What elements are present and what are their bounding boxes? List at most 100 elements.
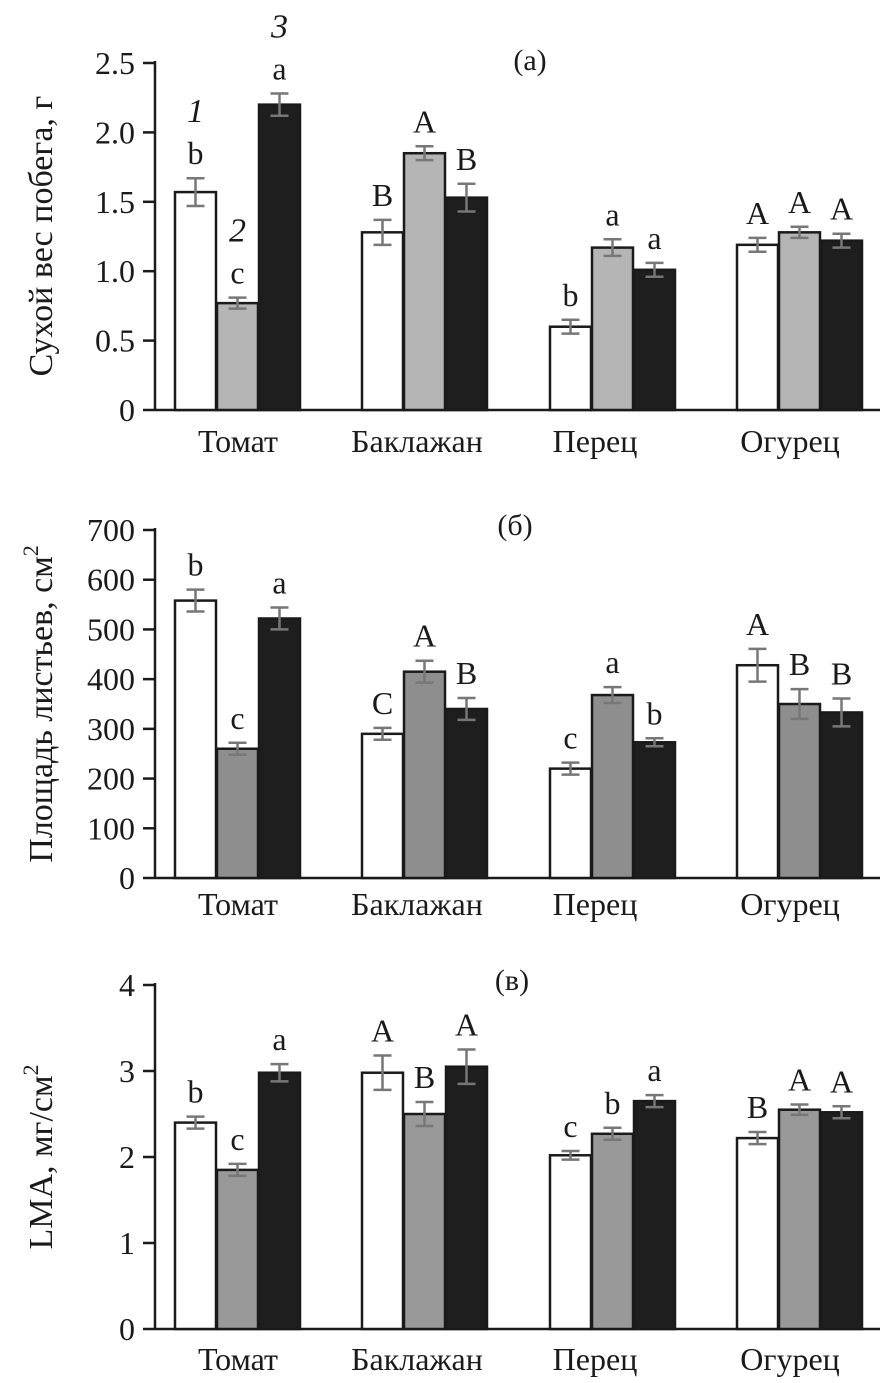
- y-axis-label: Сухой вес побега, г: [23, 96, 60, 377]
- bar: [402, 670, 447, 880]
- significance-letter: a: [605, 644, 619, 680]
- significance-letter: A: [455, 1007, 478, 1043]
- significance-letter: a: [272, 51, 286, 87]
- x-tick-label: Баклажан: [351, 886, 483, 922]
- x-tick-label: Перец: [553, 423, 638, 459]
- bar: [173, 190, 218, 412]
- bar: [777, 1108, 822, 1331]
- bar: [819, 1111, 864, 1331]
- bar: [819, 711, 864, 880]
- significance-letter: A: [788, 184, 811, 220]
- y-tick-label: 0: [119, 392, 135, 428]
- y-axis-label-text: LMA, мг/см: [23, 1075, 60, 1249]
- significance-letter: c: [230, 1121, 244, 1157]
- x-tick-label: Томат: [198, 1341, 278, 1377]
- bar: [632, 741, 677, 880]
- panel-label: (в): [495, 964, 529, 997]
- significance-letter: c: [563, 720, 577, 756]
- y-tick-label: 2: [119, 1139, 135, 1175]
- bar: [215, 1168, 260, 1331]
- x-tick-label: Огурец: [740, 423, 840, 459]
- panel-2: 0 100 200 300 400 500 600 700 Площадь листьев, с…: [18, 509, 880, 922]
- bar: [735, 243, 780, 412]
- bar: [173, 1121, 218, 1331]
- significance-letter: A: [413, 103, 436, 139]
- x-tick-label: Томат: [198, 423, 278, 459]
- bar: [215, 301, 260, 412]
- significance-letter: A: [746, 195, 769, 231]
- panel-label: (б): [497, 509, 532, 542]
- series-number-label: 2: [229, 213, 246, 250]
- y-tick-label: 3: [119, 1053, 135, 1089]
- bar: [360, 732, 405, 880]
- bar: [777, 231, 822, 412]
- significance-letter: A: [830, 191, 853, 227]
- x-tick-label: Перец: [553, 886, 638, 922]
- significance-letter: b: [188, 547, 204, 583]
- y-tick-label: 200: [87, 761, 135, 797]
- bar: [735, 1136, 780, 1331]
- significance-letter: B: [372, 177, 393, 213]
- bar: [444, 1065, 489, 1331]
- bar: [590, 1132, 635, 1331]
- panel-label: (а): [513, 44, 546, 77]
- significance-letter: a: [647, 1052, 661, 1088]
- bar: [360, 1071, 405, 1331]
- bar: [173, 599, 218, 880]
- bar: [444, 707, 489, 880]
- y-tick-label: 600: [87, 562, 135, 598]
- significance-letter: C: [372, 685, 393, 721]
- y-tick-label: 1.5: [95, 184, 135, 220]
- y-tick-label: 100: [87, 810, 135, 846]
- bar: [548, 767, 593, 880]
- bar: [548, 325, 593, 412]
- y-tick-label: 0.5: [95, 323, 135, 359]
- bar: [590, 693, 635, 880]
- y-axis-label: Площадь листьев, см2: [18, 545, 60, 862]
- y-tick-label: 500: [87, 611, 135, 647]
- bar: [257, 1071, 302, 1331]
- significance-letter: B: [414, 1059, 435, 1095]
- significance-letter: A: [830, 1063, 853, 1099]
- significance-letter: B: [831, 656, 852, 692]
- significance-letter: a: [272, 1021, 286, 1057]
- significance-letter: c: [230, 255, 244, 291]
- significance-letter: B: [747, 1089, 768, 1125]
- significance-letter: A: [788, 1062, 811, 1098]
- bar: [444, 196, 489, 412]
- y-tick-label: 2.0: [95, 114, 135, 150]
- bar: [590, 246, 635, 412]
- y-axis-label-text: Площадь листьев, см: [23, 556, 60, 862]
- significance-letter: b: [605, 1085, 621, 1121]
- bar: [632, 268, 677, 412]
- bar: [632, 1099, 677, 1331]
- bar: [735, 663, 780, 880]
- x-tick-label: Перец: [553, 1341, 638, 1377]
- significance-letter: a: [605, 196, 619, 232]
- x-tick-label: Огурец: [740, 1341, 840, 1377]
- y-tick-label: 2.5: [95, 45, 135, 81]
- bar: [360, 231, 405, 412]
- significance-letter: A: [413, 618, 436, 654]
- y-axis-label-sup: 2: [18, 545, 43, 556]
- bar: [402, 1112, 447, 1331]
- significance-letter: b: [188, 135, 204, 171]
- significance-letter: b: [563, 277, 579, 313]
- x-tick-label: Баклажан: [351, 1341, 483, 1377]
- significance-letter: a: [272, 565, 286, 601]
- y-axis-label-text: Сухой вес побега, г: [23, 96, 60, 377]
- y-axis-label: LMA, мг/см2: [18, 1064, 60, 1249]
- bar: [402, 151, 447, 412]
- y-tick-label: 700: [87, 512, 135, 548]
- x-tick-label: Баклажан: [351, 423, 483, 459]
- significance-letter: B: [456, 655, 477, 691]
- bar: [819, 239, 864, 412]
- y-tick-label: 0: [119, 860, 135, 896]
- y-tick-label: 1.0: [95, 253, 135, 289]
- y-tick-label: 400: [87, 661, 135, 697]
- significance-letter: A: [371, 1013, 394, 1049]
- significance-letter: A: [746, 606, 769, 642]
- y-tick-label: 4: [119, 967, 135, 1003]
